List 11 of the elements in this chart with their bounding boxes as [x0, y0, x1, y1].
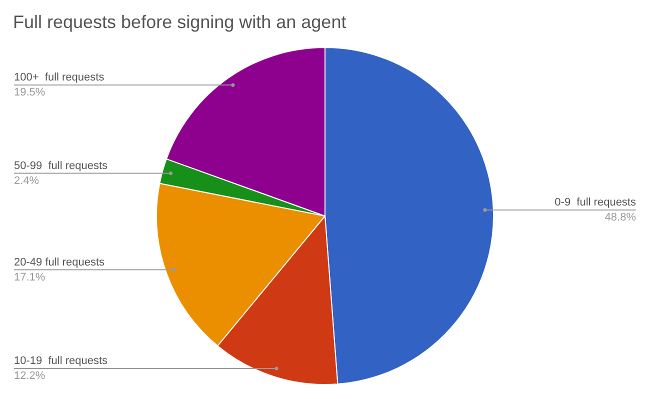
data-label: 17.1% — [14, 271, 46, 284]
data-label: 2.4% — [14, 174, 40, 187]
slice-label: 50-99 full requests — [14, 160, 108, 172]
data-label: 12.2% — [14, 370, 46, 382]
slice-label: 10-19 full requests — [14, 355, 108, 368]
slice-label: 100+ full requests — [14, 72, 105, 84]
data-label: 48.8% — [604, 212, 636, 224]
slice-label: 20-49 full requests — [14, 256, 105, 268]
slice-label: 0-9 full requests — [554, 196, 636, 208]
data-label: 19.5% — [14, 86, 46, 99]
chart-title: Full requests before signing with an agent — [13, 12, 346, 33]
